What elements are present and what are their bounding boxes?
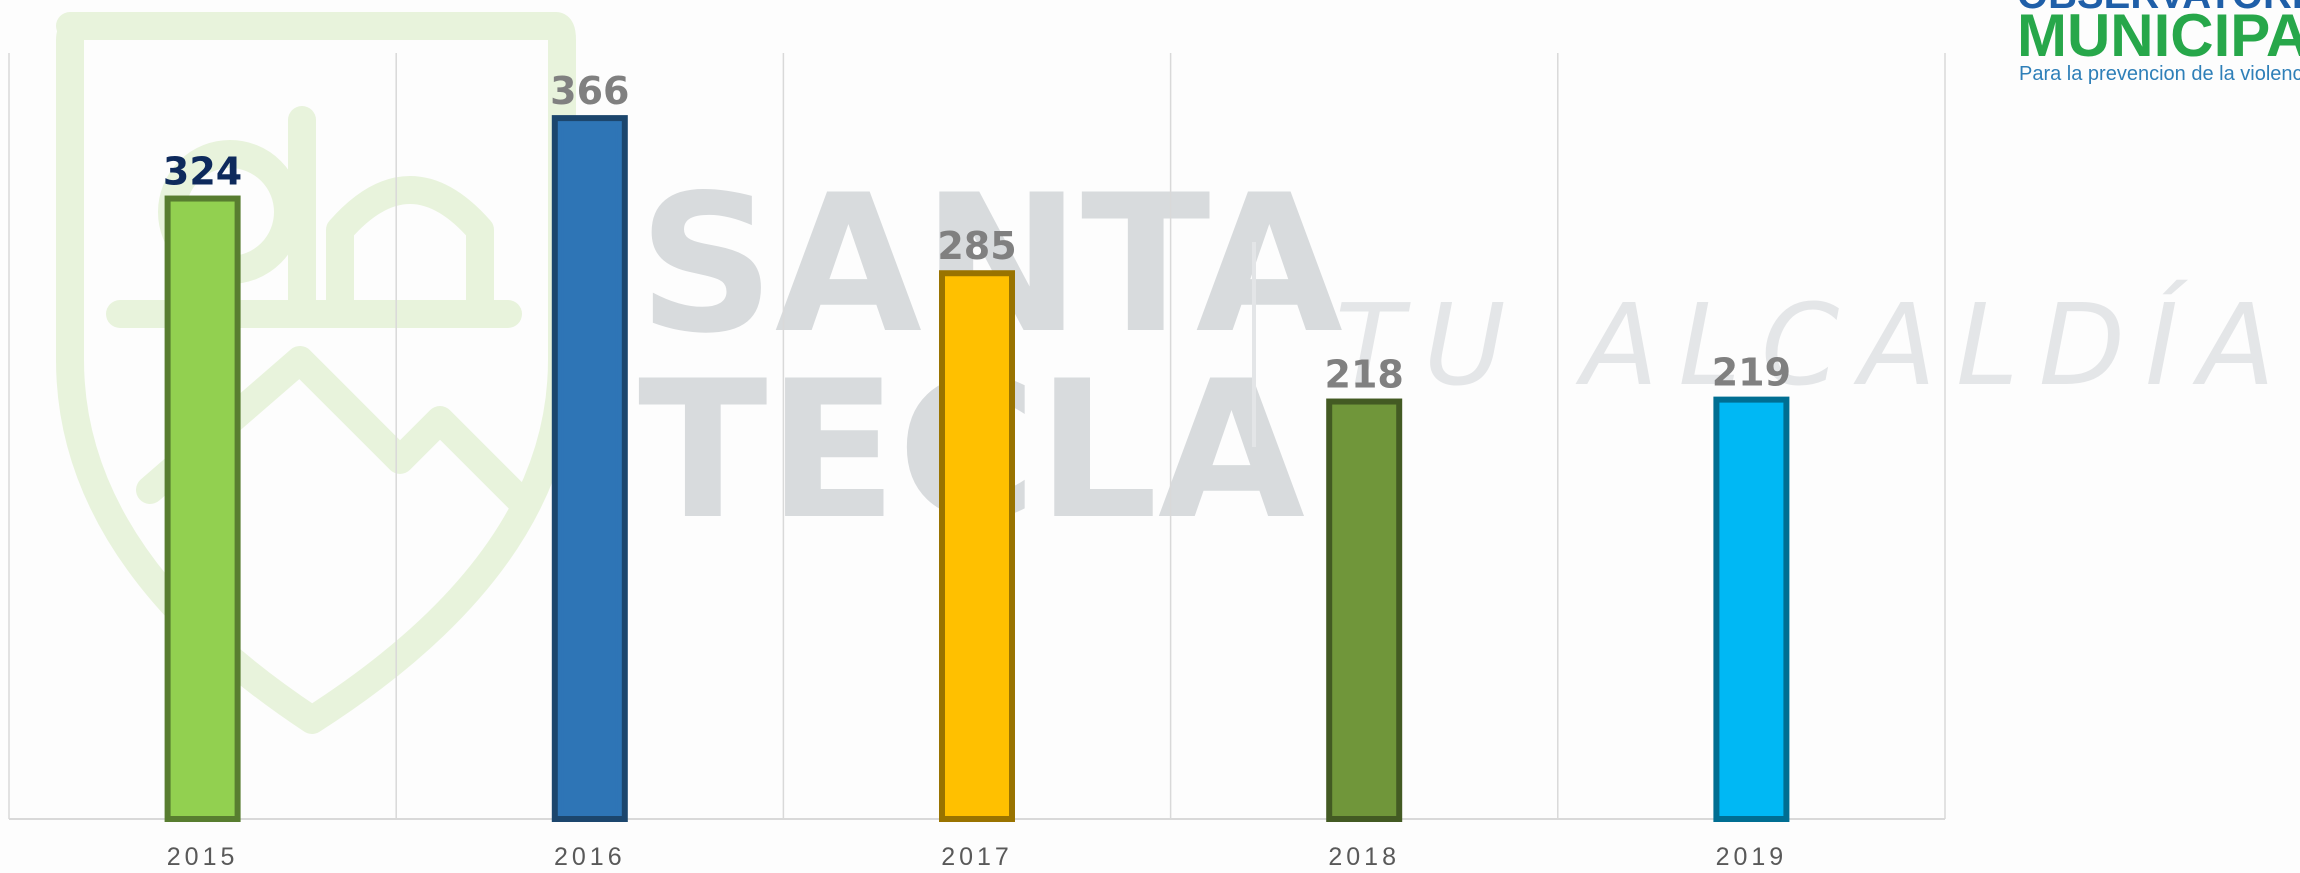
value-label: 219	[1712, 351, 1791, 395]
watermark-tagline: TU ALCALDÍA	[1335, 279, 2275, 411]
x-tick-label: 2018	[1328, 843, 1400, 871]
x-tick-label: 2015	[167, 843, 239, 871]
x-tick-label: 2019	[1716, 843, 1788, 871]
bar	[168, 199, 238, 819]
x-tick-label: 2017	[941, 843, 1013, 871]
logo-text: MUNICIPAL	[2017, 2, 2300, 69]
value-label: 218	[1325, 353, 1404, 397]
value-label: 324	[163, 150, 242, 194]
bar	[1716, 400, 1786, 819]
x-tick-label: 2016	[554, 843, 626, 871]
chart: SANTA TECLA TU ALCALDÍA OBSERVATORIO MUN…	[0, 0, 2300, 873]
logo-text: Para la prevencion de la violencia	[2019, 63, 2300, 85]
page: {"chart_data": {"type": "bar", "categori…	[0, 0, 2300, 873]
bar	[942, 273, 1012, 819]
bar	[555, 118, 625, 819]
value-label: 366	[550, 69, 629, 113]
value-label: 285	[937, 224, 1016, 268]
watermark-logo	[70, 26, 562, 720]
bar	[1329, 402, 1399, 819]
